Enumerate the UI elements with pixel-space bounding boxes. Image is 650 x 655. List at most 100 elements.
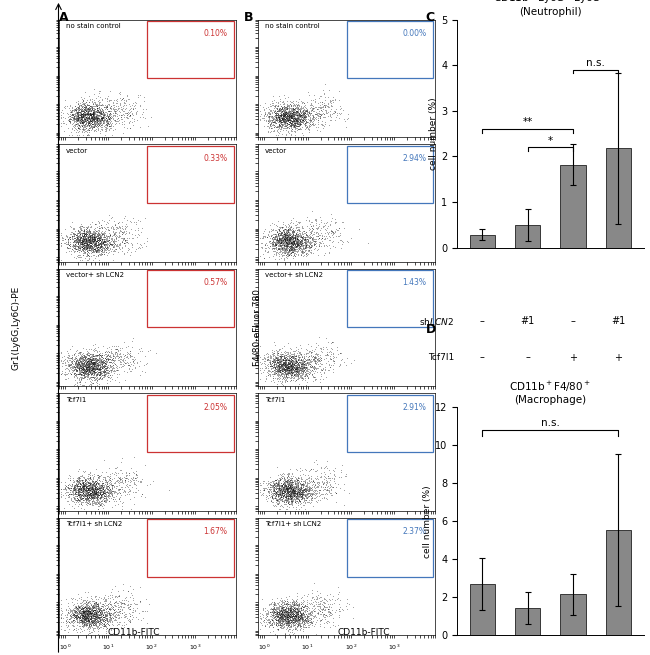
Point xyxy=(293,239,304,250)
Point xyxy=(279,605,289,615)
Point xyxy=(277,115,287,125)
Point xyxy=(297,496,307,507)
Point xyxy=(323,336,333,346)
Point xyxy=(97,246,107,257)
Point xyxy=(64,484,74,495)
Point xyxy=(304,485,314,495)
Point xyxy=(272,109,283,119)
Point xyxy=(319,109,330,120)
Point xyxy=(83,488,93,498)
Point xyxy=(94,609,104,620)
Point xyxy=(84,608,95,618)
Point xyxy=(283,238,294,249)
Point xyxy=(85,616,96,626)
Point xyxy=(128,333,138,343)
Point xyxy=(73,115,83,126)
Point xyxy=(286,360,296,370)
Point xyxy=(289,362,300,373)
Point xyxy=(328,107,339,118)
Point xyxy=(287,352,298,363)
Point xyxy=(107,222,118,233)
Point xyxy=(294,614,304,624)
Point xyxy=(270,237,281,248)
Point xyxy=(87,113,98,123)
Point xyxy=(77,230,88,240)
Point xyxy=(73,476,84,486)
Point xyxy=(272,347,283,358)
Point xyxy=(316,102,326,112)
Point xyxy=(276,601,286,612)
Point xyxy=(297,366,307,377)
Point xyxy=(276,244,287,255)
Point xyxy=(283,359,293,369)
Point xyxy=(75,376,86,386)
Point xyxy=(135,100,145,111)
Point xyxy=(64,483,75,493)
Point xyxy=(287,485,298,496)
Point xyxy=(88,119,99,129)
Point xyxy=(67,241,77,252)
Point xyxy=(106,612,116,623)
Point xyxy=(276,608,286,619)
Point xyxy=(258,616,268,626)
Point xyxy=(270,96,281,107)
Point xyxy=(294,605,304,615)
Point xyxy=(308,234,318,244)
Point xyxy=(288,360,298,371)
Point xyxy=(280,603,291,614)
Point xyxy=(255,351,265,362)
Point xyxy=(83,108,93,119)
Point xyxy=(322,455,332,466)
Point xyxy=(82,620,92,630)
Point xyxy=(98,480,108,491)
Point xyxy=(90,359,101,369)
Point xyxy=(94,230,104,240)
Point xyxy=(270,487,281,497)
Point xyxy=(84,223,94,234)
Point xyxy=(99,247,109,257)
Point xyxy=(87,369,98,379)
Point xyxy=(325,472,335,483)
Point xyxy=(63,615,73,626)
Point xyxy=(294,234,305,244)
Point xyxy=(273,365,283,376)
Point xyxy=(283,469,293,479)
Point xyxy=(89,109,99,119)
Point xyxy=(102,121,112,131)
Point xyxy=(280,112,291,122)
Point xyxy=(99,479,110,489)
Point xyxy=(291,364,302,375)
Point xyxy=(265,357,276,367)
Point xyxy=(73,352,84,363)
Point xyxy=(287,111,297,121)
Point xyxy=(294,615,305,626)
Point xyxy=(280,236,291,246)
Point xyxy=(294,612,305,623)
Point xyxy=(308,485,318,495)
Point xyxy=(285,112,295,122)
Point xyxy=(87,117,98,128)
Point xyxy=(82,360,92,370)
Point xyxy=(99,347,110,358)
Point xyxy=(101,606,111,616)
Point xyxy=(293,116,304,126)
Point xyxy=(88,361,99,371)
Point xyxy=(281,354,291,365)
Point xyxy=(290,611,300,622)
Point xyxy=(89,110,99,121)
Point xyxy=(278,482,289,493)
Point xyxy=(62,363,72,373)
Point xyxy=(296,612,307,623)
Point xyxy=(83,369,94,379)
Point xyxy=(289,115,300,125)
Point xyxy=(109,477,119,488)
Point xyxy=(75,369,85,379)
Point xyxy=(81,97,91,107)
Point xyxy=(109,223,120,234)
Point xyxy=(77,231,87,242)
Point xyxy=(91,240,101,250)
Point xyxy=(104,615,114,626)
Point xyxy=(269,488,280,498)
Point xyxy=(85,606,96,616)
Point xyxy=(286,483,296,494)
